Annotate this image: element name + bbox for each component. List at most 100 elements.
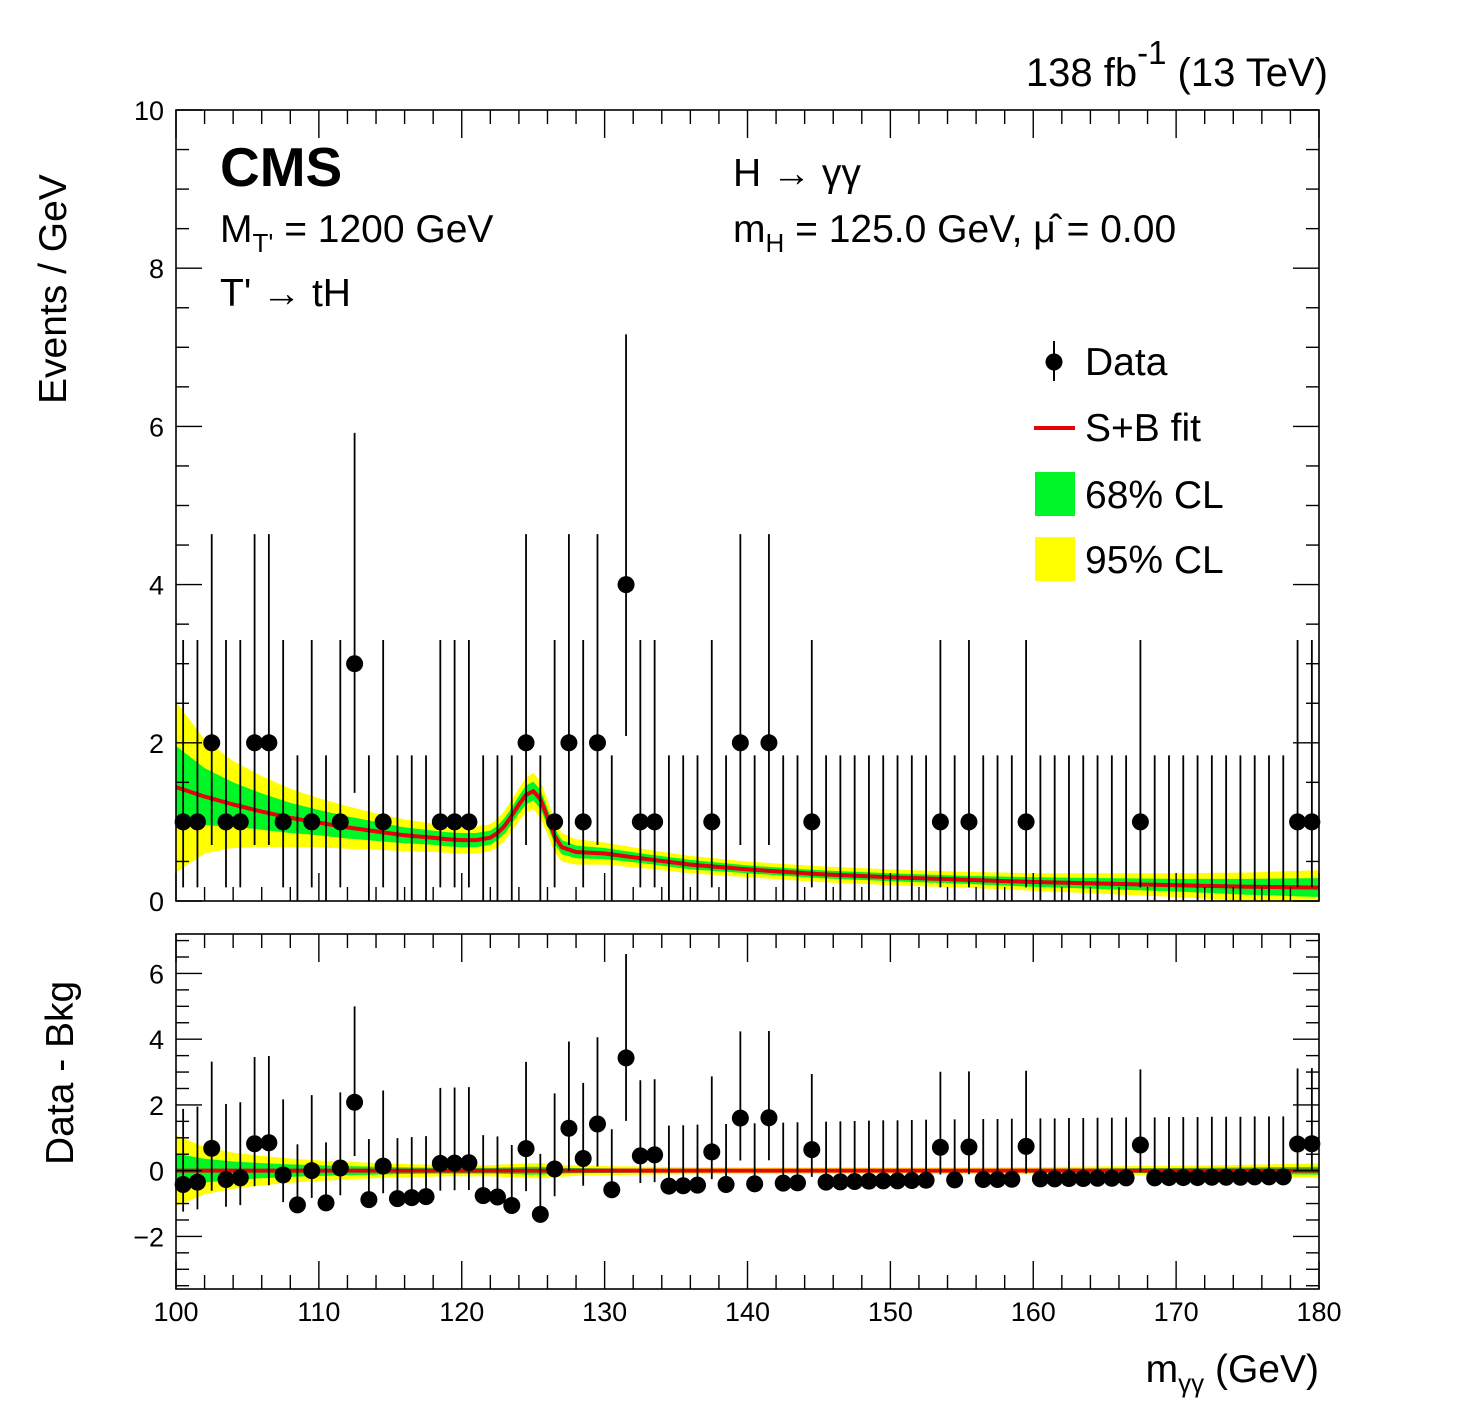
ratio-data-point <box>560 1119 578 1137</box>
main-data-point <box>374 813 392 831</box>
legend-cl68-swatch <box>1035 472 1075 516</box>
legend-data-label: Data <box>1085 341 1168 384</box>
ratio-y-axis-title: Data - Bkg <box>39 981 82 1165</box>
main-data-point <box>1017 813 1035 831</box>
ratio-data-point <box>1146 1169 1164 1187</box>
ratio-data-point <box>174 1175 192 1193</box>
main-data-point <box>274 813 292 831</box>
ratio-data-point <box>803 1141 821 1159</box>
x-tick-label: 150 <box>868 1297 913 1327</box>
main-y-tick-label: 10 <box>134 96 164 126</box>
ratio-data-point <box>388 1190 406 1208</box>
legend-cl95-swatch <box>1035 537 1075 581</box>
main-data-point <box>1289 813 1307 831</box>
ratio-data-point <box>246 1135 264 1153</box>
ratio-data-point <box>1131 1136 1149 1154</box>
x-tick-label: 110 <box>297 1297 340 1327</box>
ratio-data-point <box>874 1172 892 1190</box>
legend-cl68-label: 68% CL <box>1085 474 1224 517</box>
main-data-point <box>574 813 592 831</box>
ratio-data-point <box>503 1197 521 1215</box>
ratio-y-tick-label: 6 <box>149 959 164 989</box>
ratio-data-point <box>431 1154 449 1172</box>
main-data-point <box>217 813 235 831</box>
ratio-data-point <box>1060 1170 1078 1188</box>
ratio-data-point <box>1117 1169 1135 1187</box>
experiment-label: CMS <box>220 136 342 198</box>
ratio-data-point <box>789 1174 807 1192</box>
main-data-point <box>960 813 978 831</box>
legend-cl95-label: 95% CL <box>1085 539 1224 582</box>
ratio-data-point <box>1203 1168 1221 1186</box>
x-tick-label: 140 <box>725 1297 770 1327</box>
channel-label: H → γγ <box>733 152 861 195</box>
legend-data-marker <box>1045 353 1063 371</box>
ratio-data-point <box>346 1093 364 1111</box>
ratio-y-tick-label: 0 <box>149 1157 164 1187</box>
main-data-point <box>331 813 349 831</box>
ratio-data-point <box>646 1146 664 1164</box>
x-tick-label: 100 <box>153 1297 198 1327</box>
ratio-data-point <box>917 1171 935 1189</box>
ratio-data-point <box>989 1171 1007 1189</box>
ratio-ytick-label-layer: −2 0 2 4 6 <box>133 959 164 1252</box>
main-data-point <box>546 813 564 831</box>
x-tick-label: 160 <box>1011 1297 1056 1327</box>
ratio-data-point <box>374 1157 392 1175</box>
ratio-y-tick-label: 4 <box>149 1025 164 1055</box>
ratio-data-point <box>660 1177 678 1195</box>
ratio-data-point <box>1031 1170 1049 1188</box>
ratio-data-point <box>588 1115 606 1133</box>
main-cl68-band <box>176 746 1319 897</box>
ratio-data-point <box>1274 1168 1292 1186</box>
ratio-data-point <box>889 1172 907 1190</box>
main-y-tick-label: 8 <box>149 254 164 284</box>
main-data-point <box>631 813 649 831</box>
main-data-point <box>803 813 821 831</box>
ratio-data-point <box>903 1172 921 1190</box>
ratio-data-point <box>517 1140 535 1158</box>
ratio-data-point <box>288 1196 306 1214</box>
main-data-point <box>731 734 749 752</box>
ratio-data-point <box>603 1181 621 1199</box>
ratio-data-point <box>403 1189 421 1207</box>
main-y-tick-label: 6 <box>149 412 164 442</box>
ratio-data-point <box>931 1138 949 1156</box>
main-y-axis-title: Events / GeV <box>32 174 75 404</box>
ratio-data-point <box>460 1154 478 1172</box>
ratio-data-point <box>417 1188 435 1206</box>
main-data-point <box>588 734 606 752</box>
xtick-label-layer: 100 110 120 130 140 150 160 170 180 <box>153 1297 1341 1327</box>
decay-label: T' → tH <box>220 272 351 315</box>
ratio-data-point <box>331 1159 349 1177</box>
x-axis-title: mγγ (GeV) <box>1146 1348 1319 1398</box>
ratio-data-point <box>1160 1169 1178 1187</box>
main-data-point <box>560 734 578 752</box>
ratio-data-point <box>446 1154 464 1172</box>
ratio-data-point <box>760 1109 778 1127</box>
ratio-data-point <box>231 1169 249 1187</box>
ratio-data-point <box>846 1173 864 1191</box>
ratio-data-point <box>831 1173 849 1191</box>
ratio-data-point <box>1089 1169 1107 1187</box>
ratio-data-point <box>188 1173 206 1191</box>
main-data-point <box>446 813 464 831</box>
ratio-data-point <box>303 1162 321 1180</box>
main-data-point <box>246 734 264 752</box>
ratio-data-point <box>274 1166 292 1184</box>
ratio-data-point <box>960 1138 978 1156</box>
ratio-data-point <box>746 1175 764 1193</box>
main-data-point <box>303 813 321 831</box>
ratio-data-point <box>1017 1137 1035 1155</box>
main-data-point <box>460 813 478 831</box>
ratio-data-point <box>860 1172 878 1190</box>
mass-label: MT' = 1200 GeV <box>220 208 493 258</box>
ratio-data-point <box>617 1049 635 1067</box>
main-errorbar-layer <box>182 334 1313 901</box>
main-data-point <box>431 813 449 831</box>
ratio-data-point <box>1074 1170 1092 1188</box>
main-data-point <box>760 734 778 752</box>
ratio-errorbar-layer <box>182 953 1313 1215</box>
ratio-data-point <box>531 1205 549 1223</box>
ratio-data-point <box>474 1187 492 1205</box>
